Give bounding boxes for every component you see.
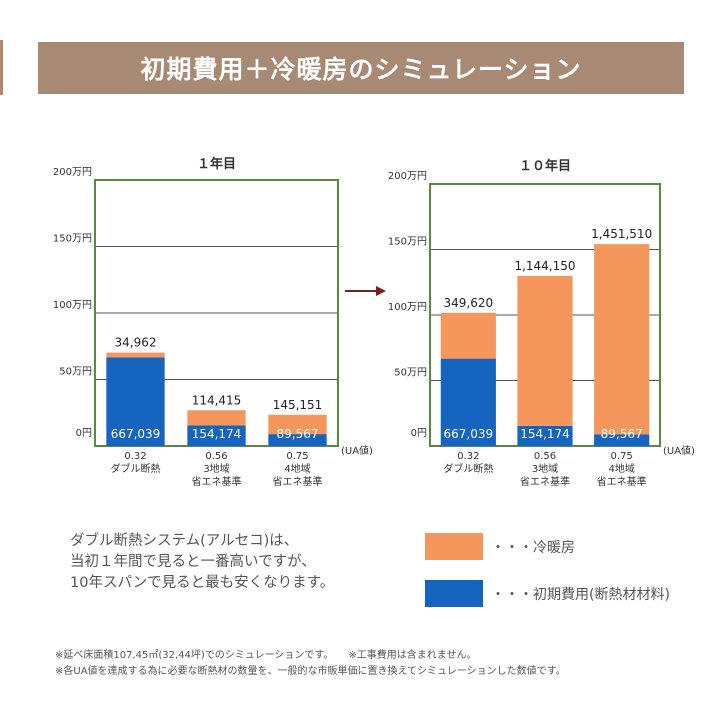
legend-initial: ・・・初期費用(断熱材材料) [425,580,670,607]
data-label-initial: 89,567 [601,427,643,441]
bar-initial [268,434,327,446]
x-tick-label: 0.56 [534,451,556,462]
x-tick-label: 省エネ基準 [520,475,570,488]
x-tick-label: 省エネ基準 [597,475,647,488]
x-tick-label: 4地域 [608,462,634,475]
data-label-initial: 89,567 [277,427,319,441]
data-label-heating: 145,151 [273,398,323,412]
legend-swatch-heating [425,533,483,560]
description-line: 10年スパンで見ると最も安くなります。 [70,575,335,591]
side-accent-mark [0,40,3,95]
chart-title: １０年目 [519,158,571,174]
legend-label-heating: ・・・冷暖房 [491,539,575,556]
y-tick-label: 200万円 [53,167,92,178]
legend-swatch-initial [425,580,483,607]
y-tick-label: 200万円 [388,171,427,182]
axis-unit-label: (UA値) [663,444,695,457]
bar-initial [517,425,573,446]
description-line: ダブル断熱システム(アルセコ)は、 [70,533,299,549]
x-tick-label: 0.75 [611,451,633,462]
bar-heating [517,275,573,426]
arrow-head-icon [376,286,386,296]
legend-label-initial: ・・・初期費用(断熱材材料) [491,586,670,603]
footnote: ※延べ床面積107,45㎡(32,44坪)でのシミュレーションです。 ※工事費用… [55,650,477,661]
title-banner: 初期費用＋冷暖房のシミュレーション [38,42,684,94]
axis-unit-label: (UA値) [341,444,373,457]
data-label-heating: 114,415 [192,393,242,407]
y-tick-label: 150万円 [53,234,92,245]
x-tick-label: 0.32 [457,451,479,462]
data-label-initial: 667,039 [111,427,161,441]
description-line: 当初１年間で見ると一番高いですが、 [70,554,316,570]
x-tick-label: 0.56 [205,451,227,462]
x-tick-label: ダブル断熱 [443,462,493,475]
x-tick-label: 3地域 [203,462,229,475]
bar-initial [440,358,496,446]
y-tick-label: 50万円 [394,368,427,379]
x-tick-label: 省エネ基準 [273,475,323,488]
y-tick-label: 0円 [411,428,427,439]
bar-heating [268,414,327,435]
legend-heating: ・・・冷暖房 [425,533,575,560]
data-label-initial: 154,174 [192,427,242,441]
x-tick-label: ダブル断熱 [111,462,161,475]
bar-heating [440,312,496,359]
x-tick-label: 0.75 [286,451,308,462]
page-title: 初期費用＋冷暖房のシミュレーション [140,55,582,84]
description: ダブル断熱システム(アルセコ)は、 当初１年間で見ると一番高いですが、 10年ス… [70,531,334,594]
bar-heating [106,352,165,358]
bar-initial [106,357,165,446]
bar-heating [187,410,246,426]
data-label-heating: 349,620 [444,296,494,310]
data-label-heating: 1,144,150 [514,259,575,273]
y-tick-label: 0円 [76,428,92,439]
bar-initial [187,425,246,446]
bar-heating [594,244,650,435]
x-tick-label: 省エネ基準 [192,475,242,488]
data-label-initial: 154,174 [520,427,570,441]
footnote: ※各UA値を達成する為に必要な断熱材の数量を、一般的な市販単価に置き換えてシミュ… [55,666,566,677]
data-label-initial: 667,039 [444,427,494,441]
x-tick-label: 3地域 [532,462,558,475]
footnotes: ※延べ床面積107,45㎡(32,44坪)でのシミュレーションです。 ※工事費用… [55,648,566,680]
y-tick-label: 150万円 [388,237,427,248]
data-label-heating: 1,451,510 [591,227,652,241]
y-tick-label: 100万円 [53,300,92,311]
y-tick-label: 50万円 [59,367,92,378]
x-tick-label: 4地域 [284,462,310,475]
bar-initial [594,434,650,446]
y-tick-label: 100万円 [388,302,427,313]
x-tick-label: 0.32 [124,451,146,462]
chart-title: １年目 [197,156,236,172]
data-label-heating: 34,962 [115,336,157,350]
